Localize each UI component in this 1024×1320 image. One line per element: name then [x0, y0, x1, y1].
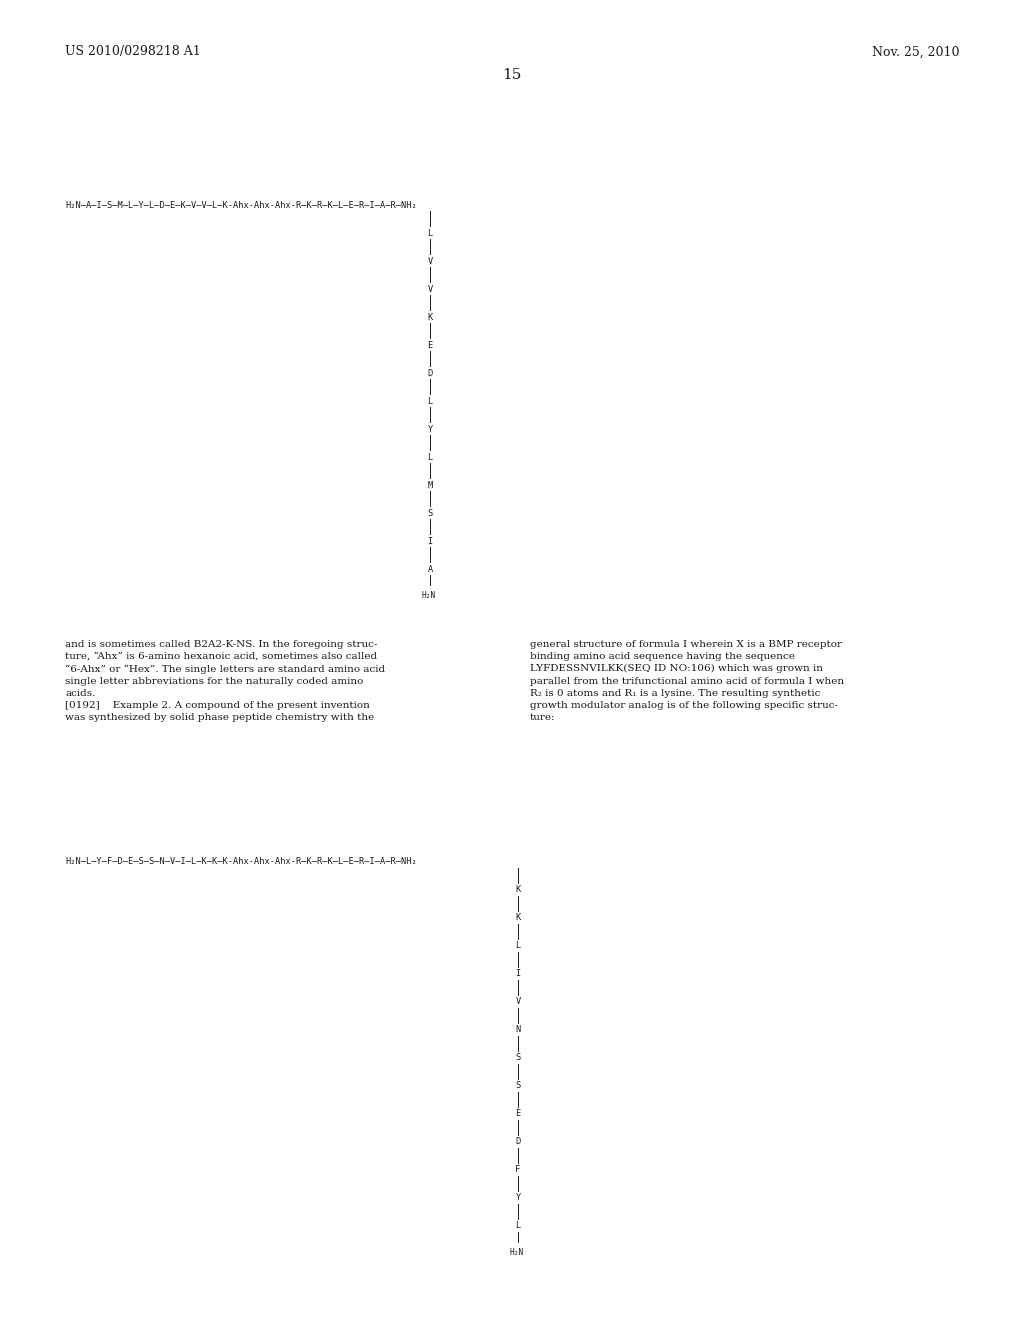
Text: I: I [427, 536, 432, 545]
Text: K: K [515, 913, 520, 923]
Text: L: L [515, 941, 520, 950]
Text: D: D [427, 368, 432, 378]
Text: Nov. 25, 2010: Nov. 25, 2010 [871, 45, 959, 58]
Text: L: L [427, 228, 432, 238]
Text: S: S [427, 508, 432, 517]
Text: S: S [515, 1053, 520, 1063]
Text: H₂N: H₂N [422, 591, 436, 601]
Text: H₂N—A—I—S—M—L—Y—L—D—E—K—V—V—L—K-Ahx-Ahx-Ahx-R—K—R—K—L—E—R—I—A—R—NH₂: H₂N—A—I—S—M—L—Y—L—D—E—K—V—V—L—K-Ahx-Ahx-… [65, 201, 417, 210]
Text: L: L [427, 453, 432, 462]
Text: H₂N—L—Y—F—D—E—S—S—N—V—I—L—K—K—K-Ahx-Ahx-Ahx-R—K—R—K—L—E—R—I—A—R—NH₂: H₂N—L—Y—F—D—E—S—S—N—V—I—L—K—K—K-Ahx-Ahx-… [65, 858, 417, 866]
Text: V: V [427, 256, 432, 265]
Text: H₂N: H₂N [510, 1247, 524, 1257]
Text: V: V [427, 285, 432, 293]
Text: Y: Y [427, 425, 432, 433]
Text: A: A [427, 565, 432, 573]
Text: US 2010/0298218 A1: US 2010/0298218 A1 [65, 45, 201, 58]
Text: E: E [427, 341, 432, 350]
Text: L: L [427, 396, 432, 405]
Text: D: D [515, 1138, 520, 1147]
Text: K: K [515, 886, 520, 895]
Text: M: M [427, 480, 432, 490]
Text: F: F [515, 1166, 520, 1175]
Text: 15: 15 [503, 69, 521, 82]
Text: E: E [515, 1110, 520, 1118]
Text: S: S [515, 1081, 520, 1090]
Text: and is sometimes called B2A2-K-NS. In the foregoing struc-
ture, “Ahx” is 6-amin: and is sometimes called B2A2-K-NS. In th… [65, 640, 385, 722]
Text: general structure of formula I wherein X is a BMP receptor
binding amino acid se: general structure of formula I wherein X… [530, 640, 844, 722]
Text: N: N [515, 1026, 520, 1035]
Text: I: I [515, 969, 520, 978]
Text: V: V [515, 998, 520, 1006]
Text: K: K [427, 313, 432, 322]
Text: Y: Y [515, 1193, 520, 1203]
Text: L: L [515, 1221, 520, 1230]
